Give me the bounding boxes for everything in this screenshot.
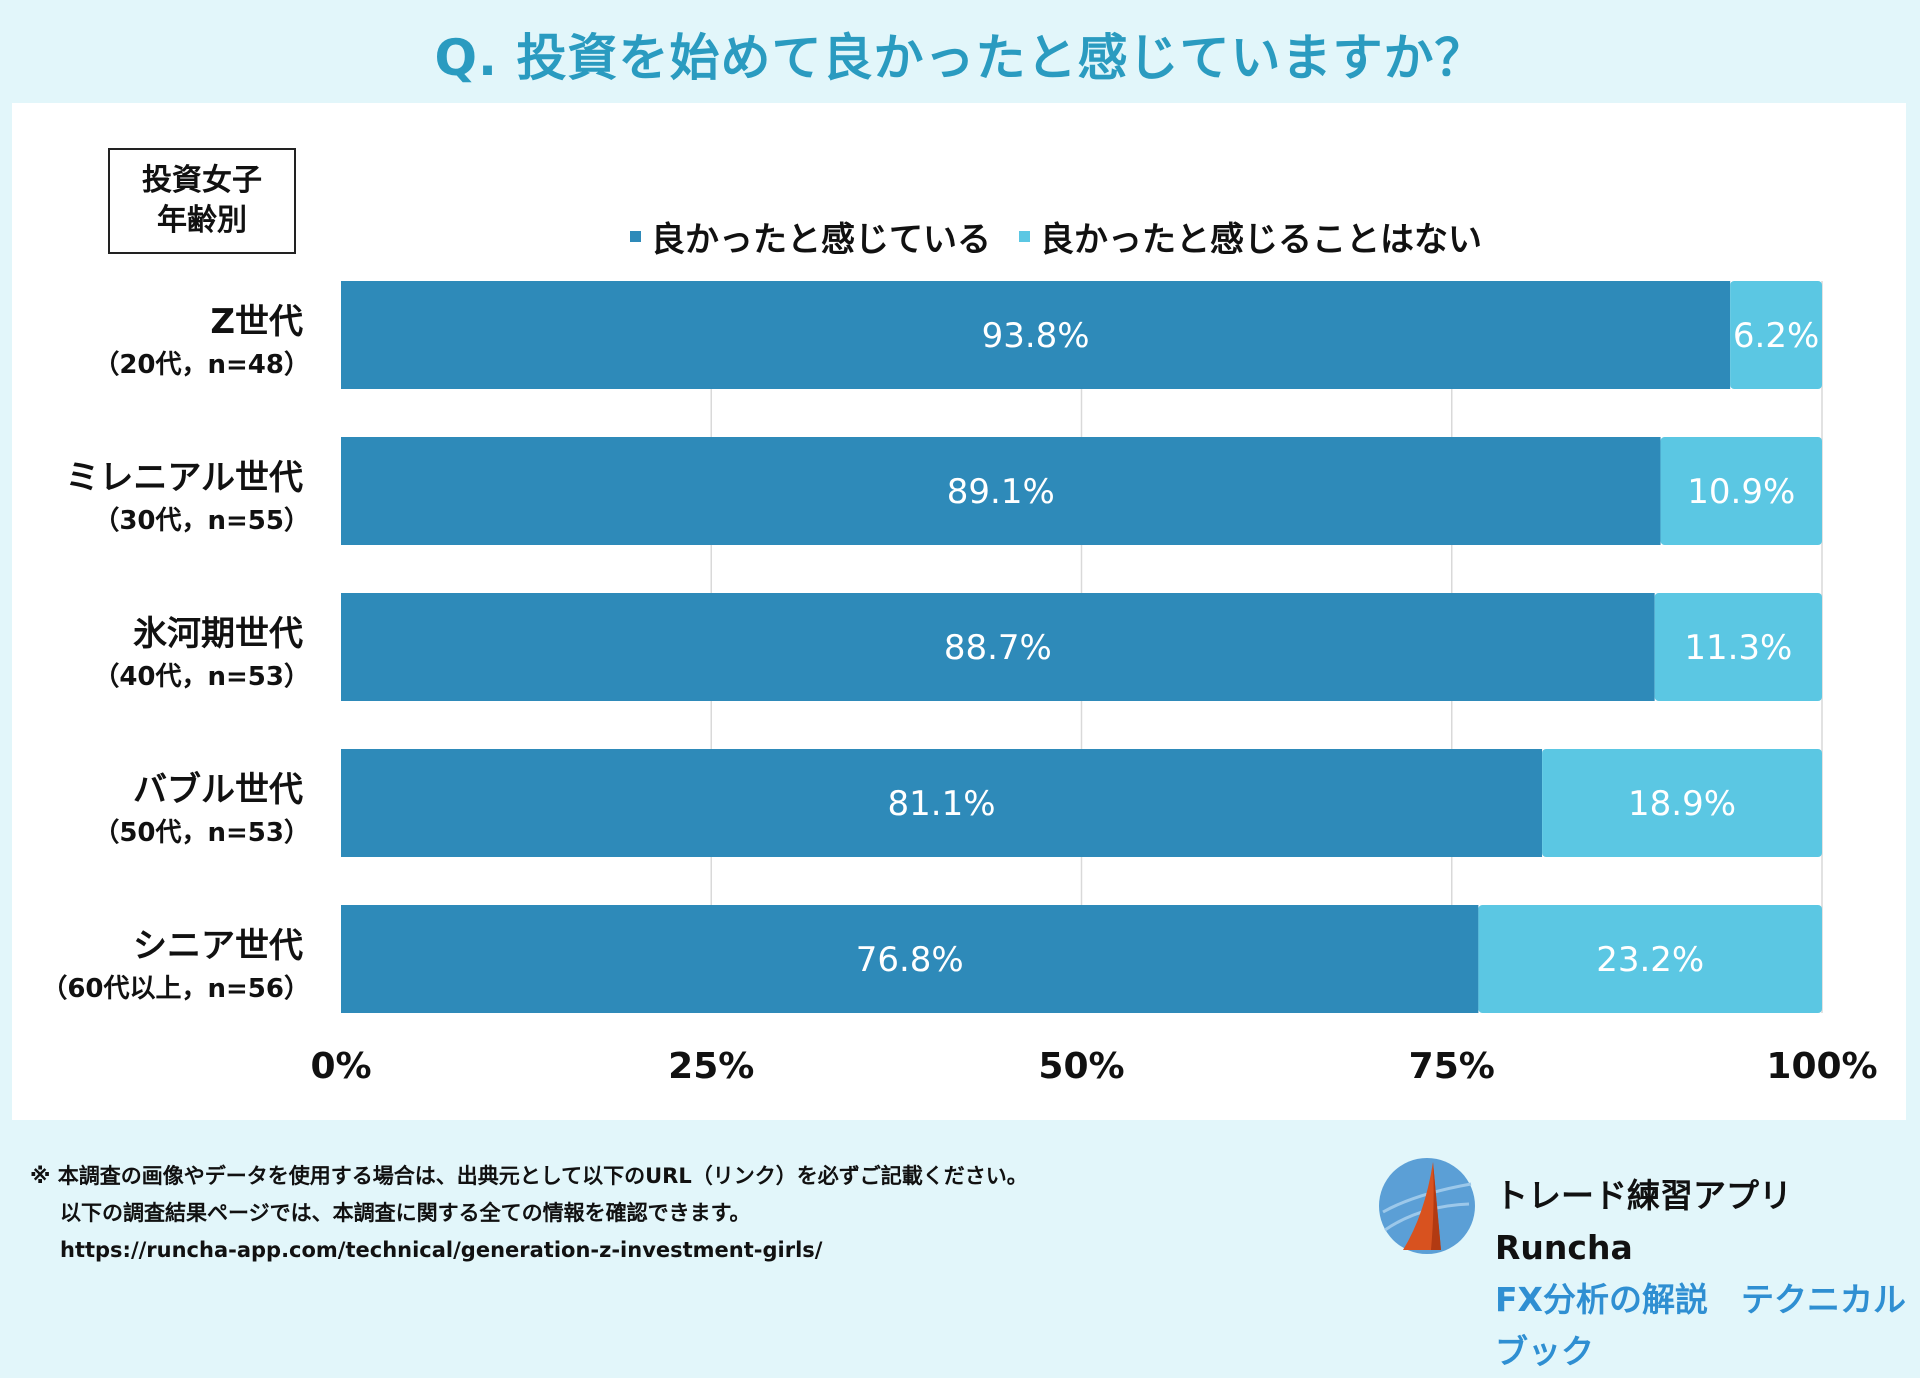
- legend: 良かったと感じている 良かったと感じることはない: [630, 212, 1510, 261]
- bar-negative: [1730, 281, 1822, 389]
- data-label: 10.9%: [1687, 472, 1795, 512]
- bar-positive: [341, 437, 1661, 545]
- group-label-box: 投資女子 年齢別: [108, 148, 296, 254]
- group-label-line1: 投資女子: [142, 163, 262, 198]
- data-label: 81.1%: [888, 784, 996, 824]
- legend-label-negative: 良かったと感じることはない: [1040, 220, 1482, 260]
- legend-swatch-negative: [1019, 231, 1030, 242]
- footer-line2: 以下の調査結果ページでは、本調査に関する全ての情報を確認できます。: [60, 1201, 751, 1225]
- chart-title: Q. 投資を始めて良かったと感じていますか？: [434, 29, 1486, 87]
- x-tick-label: 50%: [1038, 1046, 1124, 1087]
- category-sublabel: （20代，n=48）: [93, 350, 310, 380]
- category-sublabel: （60代以上，n=56）: [41, 974, 310, 1004]
- bar-positive: [341, 593, 1655, 701]
- bar-positive: [341, 281, 1731, 389]
- data-label: 6.2%: [1733, 316, 1819, 356]
- x-tick-label: 0%: [310, 1046, 371, 1087]
- data-label: 88.7%: [944, 628, 1052, 668]
- brand: トレード練習アプリ Runcha FX分析の解説 テクニカルブック: [1495, 1170, 1920, 1378]
- brand-name: トレード練習アプリ Runcha: [1495, 1176, 1825, 1267]
- bar-positive: [341, 905, 1479, 1013]
- data-label: 93.8%: [982, 316, 1090, 356]
- data-label: 23.2%: [1596, 940, 1704, 980]
- runcha-logo-icon: [1379, 1158, 1475, 1254]
- brand-subtitle: FX分析の解説 テクニカルブック: [1495, 1280, 1906, 1371]
- category-label: 氷河期世代: [133, 614, 303, 654]
- data-label: 11.3%: [1684, 628, 1792, 668]
- legend-swatch-positive: [630, 231, 641, 242]
- bar-positive: [341, 749, 1543, 857]
- footer-note: ※ 本調査の画像やデータを使用する場合は、出典元として以下のURL（リンク）を必…: [30, 1158, 1028, 1269]
- footer-url[interactable]: https://runcha-app.com/technical/generat…: [60, 1238, 823, 1262]
- category-sublabel: （30代，n=55）: [93, 506, 310, 536]
- category-sublabel: （40代，n=53）: [93, 662, 310, 692]
- bar-negative: [1660, 437, 1822, 545]
- x-tick-label: 75%: [1409, 1046, 1495, 1087]
- legend-item-negative: 良かったと感じることはない: [1019, 212, 1482, 261]
- data-label: 76.8%: [856, 940, 964, 980]
- bar-negative: [1654, 593, 1822, 701]
- footer-line1: ※ 本調査の画像やデータを使用する場合は、出典元として以下のURL（リンク）を必…: [30, 1164, 1028, 1188]
- bar-negative: [1542, 749, 1822, 857]
- category-label: バブル世代: [133, 770, 303, 810]
- legend-label-positive: 良かったと感じている: [651, 220, 991, 260]
- category-label: Z世代: [210, 302, 303, 342]
- group-label-line2: 年齢別: [157, 203, 247, 238]
- legend-item-positive: 良かったと感じている: [630, 212, 991, 261]
- x-tick-label: 100%: [1766, 1046, 1877, 1087]
- x-tick-label: 25%: [668, 1046, 754, 1087]
- category-label: ミレニアル世代: [65, 458, 303, 498]
- bar-negative: [1478, 905, 1822, 1013]
- data-label: 89.1%: [947, 472, 1055, 512]
- category-sublabel: （50代，n=53）: [93, 818, 310, 848]
- stacked-bar-chart: 93.8% 6.2% Z世代 （20代，n=48） 89.1% 10.9% ミレニアル世代 （…: [41, 281, 1878, 1087]
- data-label: 18.9%: [1628, 784, 1736, 824]
- category-label: シニア世代: [133, 926, 303, 966]
